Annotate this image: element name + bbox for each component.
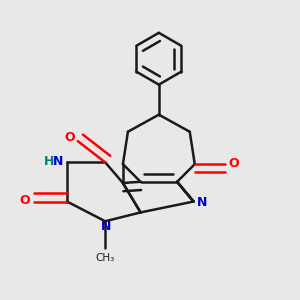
Text: H: H [44,155,55,168]
Text: O: O [20,194,30,207]
Text: O: O [64,131,75,144]
Text: O: O [229,157,239,170]
Text: N: N [101,220,111,233]
Text: N: N [197,196,208,209]
Text: CH₃: CH₃ [96,253,115,263]
Text: N: N [53,155,63,168]
